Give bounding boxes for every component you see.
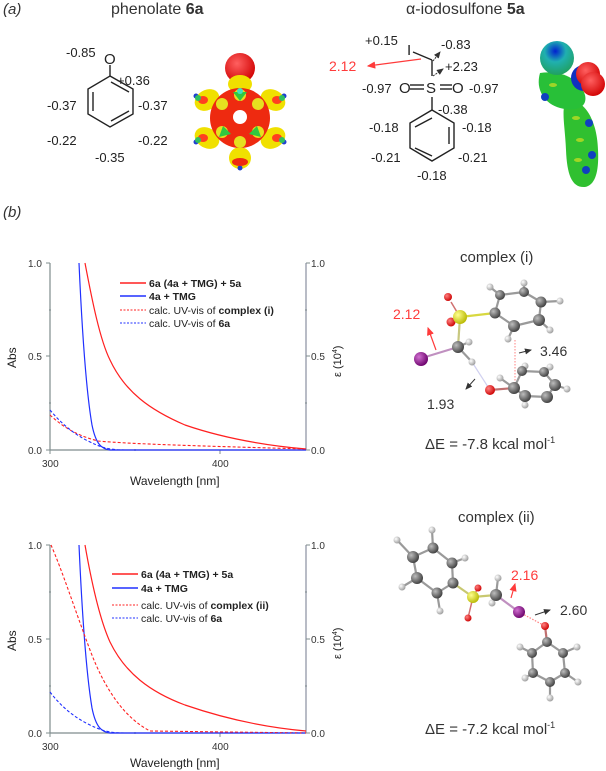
svg-text:1.0: 1.0 (311, 541, 325, 552)
charge-meta-right: -0.22 (138, 133, 168, 148)
panel-b-label: (b) (3, 204, 21, 221)
charge-para: -0.35 (95, 150, 125, 165)
uvvis-chart-2: 1.0 0.5 0.0 1.0 0.5 0.0 300 400 Waveleng… (5, 541, 344, 770)
svg-text:calc. UV-vis of 6a: calc. UV-vis of 6a (149, 318, 230, 330)
charge-ortho-right-5a: -0.18 (462, 120, 492, 135)
iodosulfone-structure (409, 51, 455, 162)
charge-O-left: -0.97 (362, 81, 392, 96)
charge-C-ipso: -0.38 (438, 102, 468, 117)
arrow-2.16 (509, 582, 517, 599)
svg-text:0.5: 0.5 (28, 635, 42, 646)
svg-text:400: 400 (212, 459, 229, 470)
svg-text:calc. UV-vis of complex (ii): calc. UV-vis of complex (ii) (141, 600, 269, 612)
svg-text:ε (104): ε (104) (332, 628, 344, 659)
curve-calc-complex-i (49, 414, 307, 450)
charge-meta-left-5a: -0.21 (371, 150, 401, 165)
charge-O: -0.85 (66, 45, 96, 60)
svg-text:Abs: Abs (5, 630, 19, 651)
complex-i-model (414, 279, 571, 409)
svg-text:6a (4a + TMG) + 5a: 6a (4a + TMG) + 5a (149, 278, 241, 290)
complex-ii-halogen-bond: 2.60 (560, 602, 587, 618)
svg-text:0.0: 0.0 (311, 446, 325, 457)
charge-para-5a: -0.18 (417, 168, 447, 183)
charge-C-ipso: +0.36 (117, 73, 150, 88)
iodosulfone-title: α-iodosulfone 5a (406, 1, 525, 18)
arrow-2.12-complex-i (427, 326, 437, 351)
svg-text:0.5: 0.5 (311, 352, 325, 363)
iodosulfone-esp-map (538, 41, 605, 188)
arrow-3.46 (518, 348, 532, 355)
svg-text:300: 300 (42, 742, 59, 753)
complex-i-bond-CI: 2.12 (393, 306, 420, 322)
charge-S: +2.23 (445, 59, 478, 74)
bond-length-CI: 2.12 (329, 58, 356, 74)
arrow-2.60 (534, 609, 551, 616)
svg-text:6a (4a + TMG) + 5a: 6a (4a + TMG) + 5a (141, 569, 233, 581)
iodosulfone-S-atom: S (426, 80, 436, 97)
curve-6a-plus-5a (84, 262, 307, 450)
complex-i-title: complex (i) (460, 249, 533, 266)
svg-text:0.0: 0.0 (28, 729, 42, 740)
arrow-C-charge (432, 51, 441, 62)
arrow-S-charge (432, 68, 444, 77)
svg-text:1.0: 1.0 (28, 541, 42, 552)
charge-C-alpha: -0.83 (441, 37, 471, 52)
svg-text:0.0: 0.0 (311, 729, 325, 740)
svg-text:0.5: 0.5 (28, 352, 42, 363)
phenolate-structure (87, 65, 134, 128)
arrow-bond-length (366, 58, 422, 69)
complex-ii-title: complex (ii) (458, 509, 535, 526)
svg-text:300: 300 (42, 459, 59, 470)
uvvis-chart-1: 1.0 0.5 0.0 1.0 0.5 0.0 300 400 Waveleng… (5, 259, 344, 488)
charge-ortho-right: -0.37 (138, 98, 168, 113)
svg-text:calc. UV-vis of 6a: calc. UV-vis of 6a (141, 613, 222, 625)
phenolate-O-atom: O (104, 51, 116, 68)
svg-text:400: 400 (212, 742, 229, 753)
complex-ii-energy: ΔE = -7.2 kcal mol-1 (425, 720, 555, 738)
charge-meta-right-5a: -0.21 (458, 150, 488, 165)
svg-text:1.0: 1.0 (311, 259, 325, 270)
complex-ii-model (393, 526, 582, 702)
curve-6a-plus-5a-2 (84, 544, 307, 732)
svg-text:Wavelength [nm]: Wavelength [nm] (130, 474, 220, 488)
svg-text:1.0: 1.0 (28, 259, 42, 270)
curve-calc-complex-ii (50, 544, 307, 734)
svg-text:4a + TMG: 4a + TMG (149, 291, 196, 303)
complex-i-energy: ΔE = -7.8 kcal mol-1 (425, 435, 555, 453)
phenolate-title: phenolate 6a (111, 1, 204, 18)
curve-calc-6a-2 (49, 691, 306, 734)
charge-ortho-left: -0.37 (47, 98, 77, 113)
complex-i-hbond: 1.93 (427, 396, 454, 412)
charge-meta-left: -0.22 (47, 133, 77, 148)
charge-I: +0.15 (365, 33, 398, 48)
svg-text:calc. UV-vis of complex (i): calc. UV-vis of complex (i) (149, 305, 274, 317)
svg-text:0.0: 0.0 (28, 446, 42, 457)
svg-text:4a + TMG: 4a + TMG (141, 583, 188, 595)
charge-ortho-left-5a: -0.18 (369, 120, 399, 135)
iodosulfone-O-left: O (399, 80, 411, 97)
svg-text:ε (104): ε (104) (332, 346, 344, 377)
svg-text:Abs: Abs (5, 347, 19, 368)
complex-ii-bond-CI: 2.16 (511, 567, 538, 583)
phenolate-esp-map (193, 53, 287, 171)
panel-a-label: (a) (3, 1, 21, 18)
iodosulfone-I-atom: I (407, 42, 411, 59)
charge-O-right: -0.97 (469, 81, 499, 96)
arrow-1.93 (465, 378, 476, 390)
svg-text:0.5: 0.5 (311, 635, 325, 646)
iodosulfone-O-right: O (452, 80, 464, 97)
svg-text:Wavelength [nm]: Wavelength [nm] (130, 756, 220, 770)
complex-i-stack: 3.46 (540, 343, 567, 359)
